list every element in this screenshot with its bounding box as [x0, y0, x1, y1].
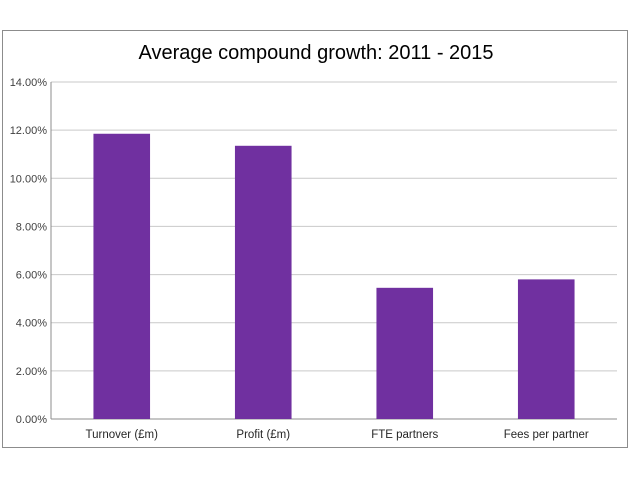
chart-svg: Average compound growth: 2011 - 2015 0.0… — [10, 42, 617, 441]
y-tick-label: 8.00% — [16, 221, 47, 233]
chart-title: Average compound growth: 2011 - 2015 — [138, 42, 493, 64]
chart-frame: Average compound growth: 2011 - 2015 0.0… — [2, 30, 628, 448]
bar — [376, 287, 434, 419]
y-tick-label: 6.00% — [16, 270, 47, 282]
bar — [93, 133, 151, 419]
category-label: Fees per partner — [504, 429, 589, 441]
y-tick-label: 14.00% — [10, 77, 48, 89]
y-tick-label: 10.00% — [10, 173, 48, 185]
bar — [234, 145, 292, 419]
category-label: Profit (£m) — [236, 429, 290, 441]
bar — [517, 279, 575, 419]
category-label: Turnover (£m) — [86, 429, 159, 441]
y-tick-label: 0.00% — [16, 414, 47, 426]
y-tick-label: 12.00% — [10, 125, 48, 137]
y-tick-label: 2.00% — [16, 366, 47, 378]
category-label: FTE partners — [371, 429, 438, 441]
y-tick-label: 4.00% — [16, 318, 47, 330]
